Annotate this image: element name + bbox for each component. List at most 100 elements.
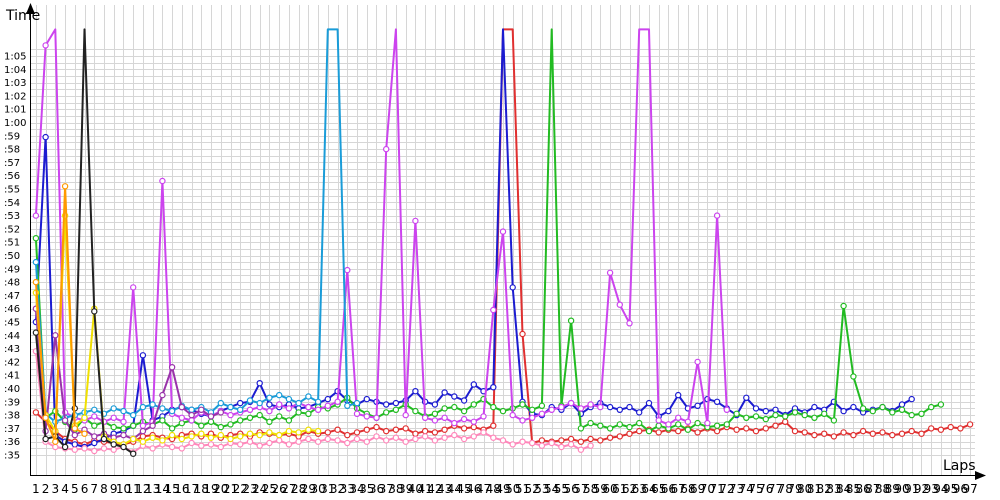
data-point — [363, 395, 370, 403]
y-tick-label: :49 — [4, 264, 20, 275]
data-point — [61, 417, 69, 424]
data-point — [71, 446, 79, 453]
data-point — [723, 421, 731, 428]
x-tick-label: 64 — [641, 482, 656, 496]
data-point — [42, 133, 49, 141]
data-point — [470, 418, 477, 425]
y-tick-label: :58 — [4, 145, 20, 156]
data-point — [110, 423, 117, 431]
data-point — [266, 418, 273, 425]
data-point — [752, 413, 760, 420]
y-tick-label: :47 — [4, 291, 20, 302]
y-tick-label: :48 — [4, 278, 20, 289]
data-point — [548, 406, 555, 413]
data-point — [168, 364, 176, 371]
x-tick-label: 85 — [846, 482, 861, 496]
data-point — [665, 407, 672, 415]
data-point — [149, 445, 156, 452]
data-point — [772, 406, 779, 413]
data-point — [32, 278, 40, 286]
data-point — [285, 427, 293, 435]
data-point — [597, 403, 604, 411]
y-tick-label: :51 — [4, 238, 20, 249]
data-point — [519, 417, 526, 424]
data-point — [480, 429, 487, 436]
data-point — [567, 435, 575, 443]
x-tick-label: 11 — [126, 482, 141, 496]
data-point — [266, 439, 273, 447]
data-point — [42, 435, 49, 443]
data-point — [470, 381, 477, 388]
data-point — [71, 431, 79, 439]
x-tick-label: 21 — [223, 482, 238, 496]
data-point — [606, 403, 614, 411]
data-point — [636, 427, 643, 435]
data-point — [383, 437, 390, 444]
data-point — [168, 407, 176, 415]
data-point — [675, 421, 682, 428]
data-point — [305, 435, 312, 443]
x-tick-label: 75 — [748, 482, 763, 496]
data-point — [383, 427, 390, 435]
series-8 — [32, 212, 322, 448]
data-point — [431, 410, 439, 417]
data-point — [100, 445, 108, 452]
data-point — [120, 425, 127, 432]
data-point — [402, 425, 409, 432]
x-tick-label: 68 — [680, 482, 695, 496]
data-point — [567, 441, 575, 448]
x-tick-label: 9 — [110, 482, 118, 496]
x-tick-label: 38 — [388, 482, 403, 496]
data-point — [91, 422, 98, 429]
data-point — [168, 425, 176, 432]
data-point — [227, 403, 234, 411]
data-point — [295, 409, 302, 416]
data-point — [392, 399, 400, 407]
x-tick-label: 46 — [466, 482, 481, 496]
data-point — [821, 430, 828, 437]
data-point — [782, 413, 789, 420]
data-point — [139, 438, 147, 445]
data-point — [606, 434, 614, 441]
data-point — [587, 401, 594, 408]
data-point — [61, 443, 69, 451]
x-tick-label: 52 — [525, 482, 540, 496]
data-point — [529, 414, 536, 421]
data-point — [626, 320, 633, 327]
data-point — [324, 435, 331, 443]
data-point — [198, 422, 205, 429]
data-point — [91, 447, 98, 455]
data-point — [353, 429, 361, 436]
data-point — [198, 430, 205, 437]
data-point — [928, 425, 935, 432]
x-tick-label: 48 — [486, 482, 501, 496]
data-point — [168, 431, 176, 439]
data-point — [139, 422, 147, 429]
data-point — [236, 406, 244, 413]
data-point — [519, 330, 526, 338]
x-tick-label: 97 — [962, 482, 977, 496]
y-tick-label: 1:01 — [4, 105, 26, 116]
data-point — [791, 427, 799, 435]
data-point — [285, 441, 293, 448]
data-point — [733, 410, 740, 417]
data-point — [178, 445, 185, 452]
data-point — [110, 441, 117, 448]
data-point — [71, 441, 79, 448]
y-tick-label: :35 — [4, 451, 20, 462]
x-tick-label: 8 — [100, 482, 108, 496]
data-point — [587, 435, 594, 443]
data-point — [276, 413, 283, 420]
data-point — [334, 398, 341, 405]
data-point — [266, 394, 273, 401]
data-point — [665, 421, 672, 428]
data-point — [217, 423, 224, 431]
y-tick-label: :36 — [4, 437, 20, 448]
x-tick-label: 60 — [602, 482, 617, 496]
data-point — [801, 429, 808, 436]
data-point — [373, 433, 380, 440]
data-point — [207, 441, 215, 448]
y-tick-label: :53 — [4, 211, 20, 222]
x-tick-label: 44 — [447, 482, 462, 496]
